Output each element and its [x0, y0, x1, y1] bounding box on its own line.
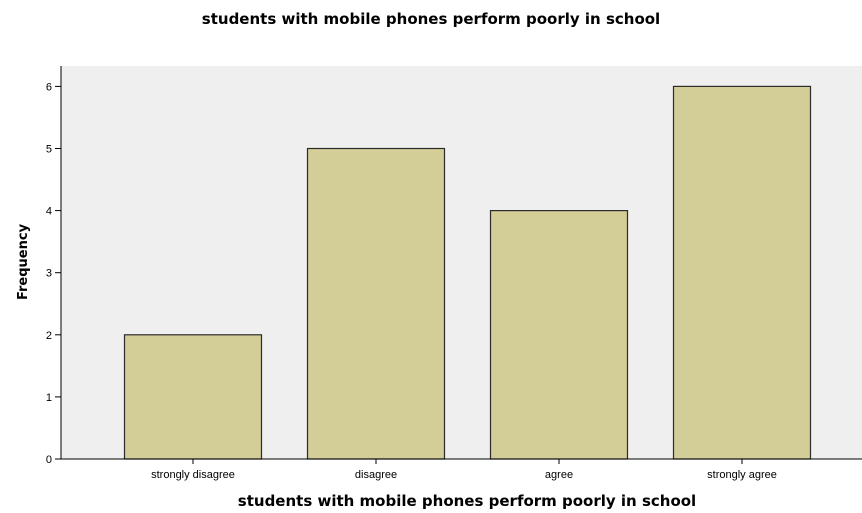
x-tick-label: agree [545, 469, 573, 481]
x-axis-ticks: strongly disagree disagree agree strongly a… [151, 459, 777, 481]
y-tick-label: 3 [46, 268, 52, 280]
x-tick-label: strongly agree [707, 469, 777, 481]
bar-strongly-disagree [123, 334, 263, 460]
x-tick-label: strongly disagree [151, 469, 235, 481]
y-tick-label: 0 [46, 454, 52, 466]
bar-agree [489, 210, 629, 460]
bars-group [123, 85, 812, 460]
y-tick-label: 2 [46, 330, 52, 342]
y-tick-label: 4 [46, 206, 52, 218]
chart-title: students with mobile phones perform poor… [201, 10, 661, 28]
x-tick-label: disagree [355, 469, 397, 481]
bar-disagree [306, 147, 446, 460]
y-tick-label: 1 [46, 392, 52, 404]
y-axis-ticks: 0 1 2 3 4 5 6 [46, 81, 61, 466]
x-axis-label: students with mobile phones perform poor… [238, 492, 696, 510]
y-tick-label: 6 [46, 81, 52, 93]
y-axis-label: Frequency [16, 223, 31, 300]
bar-strongly-agree [672, 85, 812, 460]
y-tick-label: 5 [46, 144, 52, 156]
